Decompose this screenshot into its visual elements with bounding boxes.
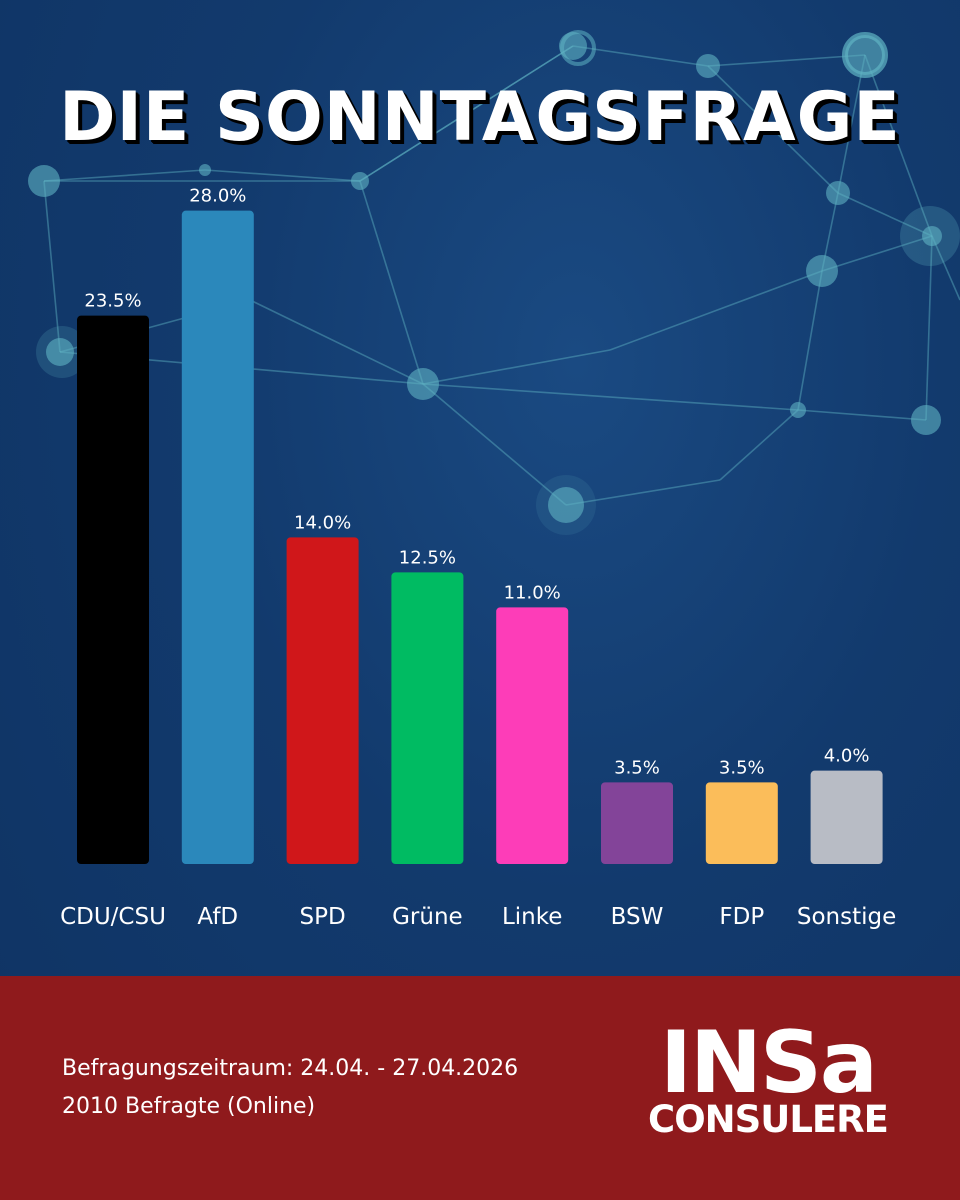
category-label-bsw: BSW: [611, 904, 664, 930]
category-label-grüne: Grüne: [392, 904, 463, 930]
bar-fdp: [705, 782, 778, 864]
page-title: DIE SONNTAGSFRAGE: [59, 78, 901, 157]
network-nodes: [28, 30, 960, 535]
value-label-grüne: 12.5%: [399, 547, 456, 568]
value-label-sonstige: 4.0%: [824, 746, 870, 767]
insa-logo: INSa: [660, 1013, 878, 1113]
bar-grüne: [391, 572, 464, 864]
category-label-linke: Linke: [502, 904, 562, 930]
value-label-fdp: 3.5%: [719, 757, 765, 778]
category-label-fdp: FDP: [719, 904, 764, 930]
footer-bar: [0, 976, 960, 1200]
category-label-cdu-csu: CDU/CSU: [60, 904, 166, 930]
value-label-afd: 28.0%: [189, 186, 246, 207]
bar-linke: [496, 607, 569, 864]
respondent-count: 2010 Befragte (Online): [62, 1094, 316, 1119]
value-label-cdu-csu: 23.5%: [84, 291, 141, 312]
bar-cdu-csu: [77, 315, 149, 865]
network-background: [28, 30, 960, 535]
category-label-afd: AfD: [197, 904, 238, 930]
bar-spd: [286, 537, 359, 864]
bar-bsw: [601, 782, 673, 864]
category-label-sonstige: Sonstige: [797, 904, 896, 930]
insa-logo-subtitle: CONSULERE: [648, 1098, 889, 1141]
bar-chart: 23.5% CDU/CSU 28.0% AfD 14.0% SPD 12.5% Grüne 11…: [60, 186, 896, 930]
value-label-spd: 14.0%: [294, 512, 351, 533]
value-label-bsw: 3.5%: [614, 757, 660, 778]
category-label-spd: SPD: [300, 904, 346, 930]
bar-afd: [181, 210, 254, 864]
survey-period: Befragungszeitraum: 24.04. - 27.04.2026: [62, 1056, 519, 1081]
value-label-linke: 11.0%: [504, 582, 561, 603]
network-lines: [43, 45, 960, 506]
bar-sonstige: [810, 770, 883, 864]
